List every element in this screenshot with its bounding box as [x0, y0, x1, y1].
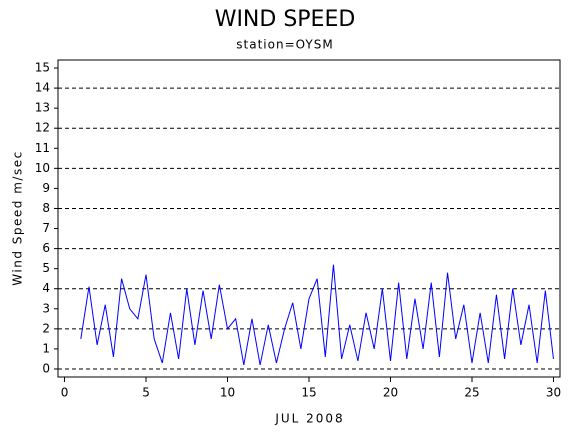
- x-tick-label: 0: [61, 386, 69, 400]
- y-tick-label: 13: [35, 101, 50, 115]
- y-tick-label: 4: [42, 281, 50, 295]
- y-tick-label: 14: [35, 81, 50, 95]
- data-line: [80, 264, 554, 366]
- x-tick-label: 25: [464, 386, 479, 400]
- y-tick-label: 6: [42, 241, 50, 255]
- y-tick-label: 12: [35, 121, 50, 135]
- x-tick-label: 20: [383, 386, 398, 400]
- y-tick-label: 7: [42, 221, 50, 235]
- y-tick-label: 10: [35, 161, 50, 175]
- y-tick-label: 11: [35, 141, 50, 155]
- y-axis-label: Wind Speed m/sec: [11, 150, 25, 285]
- chart-subtitle: station=OYSM: [236, 38, 333, 52]
- y-tick-label: 5: [42, 261, 50, 275]
- x-tick-label: 30: [546, 386, 561, 400]
- x-tick-label: 15: [301, 386, 316, 400]
- y-tick-label: 3: [42, 301, 50, 315]
- x-tick-label: 5: [142, 386, 150, 400]
- y-tick-label: 1: [42, 341, 50, 355]
- y-tick-label: 15: [35, 61, 50, 75]
- x-tick-label: 10: [220, 386, 235, 400]
- y-tick-label: 0: [42, 361, 50, 375]
- y-tick-label: 9: [42, 181, 50, 195]
- chart-title: WIND SPEED: [215, 7, 356, 32]
- plot-frame: [57, 59, 561, 378]
- y-tick-label: 2: [42, 321, 50, 335]
- y-tick-label: 8: [42, 201, 50, 215]
- x-axis-label: JUL 2008: [274, 412, 344, 426]
